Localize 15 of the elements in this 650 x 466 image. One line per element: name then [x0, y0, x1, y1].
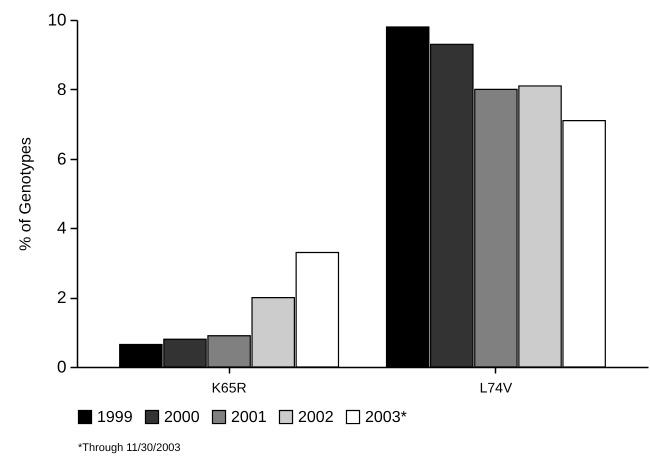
text: *Through 11/30/2003	[78, 442, 181, 454]
y-tick-label: 2	[57, 288, 66, 308]
y-tick-label: 6	[57, 149, 66, 168]
legend-label: 2001	[231, 409, 267, 426]
legend-label: 2003*	[365, 409, 407, 426]
legend-label: 2000	[164, 409, 200, 426]
y-tick-label: 4	[57, 218, 66, 238]
x-tick-label: L74V	[480, 380, 513, 396]
legend-label: 1999	[97, 409, 133, 426]
y-axis-title: % of Genotypes	[18, 137, 35, 251]
legend-label: 2002	[298, 409, 334, 426]
y-tick-label: 8	[57, 80, 66, 99]
y-tick-label: 0	[57, 358, 66, 376]
y-tick-label: 10	[48, 10, 66, 30]
x-tick-label: K65R	[212, 380, 247, 396]
